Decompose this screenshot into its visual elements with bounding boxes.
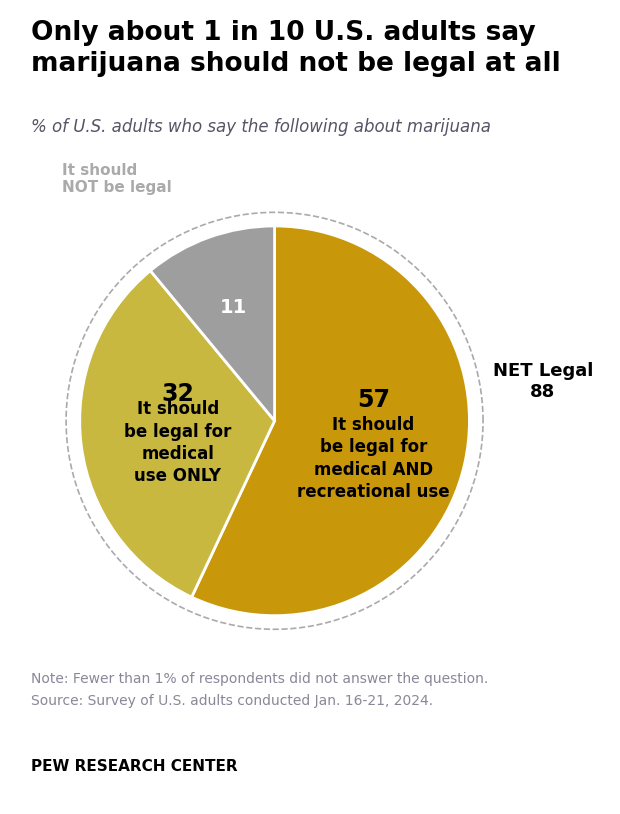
Text: % of U.S. adults who say the following about marijuana: % of U.S. adults who say the following a… xyxy=(31,118,491,136)
Text: NET Legal
88: NET Legal 88 xyxy=(493,362,593,401)
Text: 57: 57 xyxy=(357,388,390,412)
Text: Only about 1 in 10 U.S. adults say
marijuana should not be legal at all: Only about 1 in 10 U.S. adults say marij… xyxy=(31,20,560,77)
Text: It should
be legal for
medical
use ONLY: It should be legal for medical use ONLY xyxy=(124,400,232,485)
Text: It should
be legal for
medical AND
recreational use: It should be legal for medical AND recre… xyxy=(297,416,450,501)
Wedge shape xyxy=(192,226,469,615)
Text: PEW RESEARCH CENTER: PEW RESEARCH CENTER xyxy=(31,759,237,773)
Text: Note: Fewer than 1% of respondents did not answer the question.: Note: Fewer than 1% of respondents did n… xyxy=(31,672,489,685)
Text: It should
NOT be legal: It should NOT be legal xyxy=(62,163,172,195)
Wedge shape xyxy=(151,226,275,421)
Text: 11: 11 xyxy=(220,298,247,317)
Wedge shape xyxy=(80,271,275,597)
Text: Source: Survey of U.S. adults conducted Jan. 16-21, 2024.: Source: Survey of U.S. adults conducted … xyxy=(31,694,433,707)
Text: 32: 32 xyxy=(161,382,194,406)
